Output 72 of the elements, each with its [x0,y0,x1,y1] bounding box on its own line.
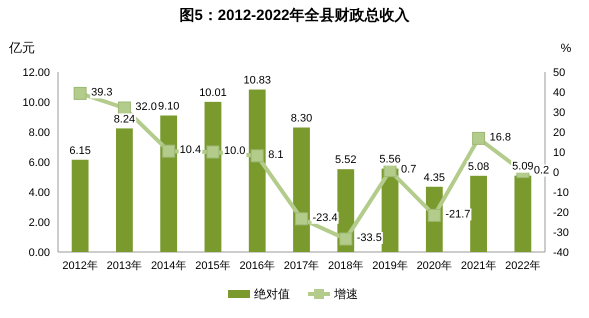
bar [293,128,310,252]
y2-axis-title: % [560,41,572,55]
bar [470,176,488,252]
y2-tick-label: 50 [553,67,566,79]
y-tick-label: 6.00 [28,157,50,169]
data-label: 8.30 [290,112,312,124]
point [472,132,486,145]
data-label: 5.08 [468,160,490,173]
bar [248,90,266,252]
point [250,149,264,162]
x-tick-label: 2016年 [239,260,275,272]
data-label: 5.56 [379,154,401,166]
y-tick-label: 8.00 [28,127,50,139]
x-tick-label: 2013年 [106,260,142,272]
x-tick-label: 2021年 [460,260,496,272]
y-tick-label: 2.00 [28,217,50,229]
x-tick-label: 2019年 [372,260,408,272]
legend-label: 绝对值 [254,287,290,301]
point [162,144,176,158]
y2-tick-label: -40 [553,247,569,259]
y-axis-title: 亿元 [8,40,35,55]
y-tick-label: 0.00 [28,247,50,259]
bar [160,116,178,252]
y2-tick-label: 10 [553,147,566,159]
data-label: 6.15 [69,144,91,157]
x-tick-label: 2017年 [284,260,320,272]
y-tick-label: 10.00 [22,97,50,109]
y2-tick-label: -10 [553,187,569,199]
y2-tick-label: -20 [553,207,569,219]
data-label: 5.52 [335,154,356,166]
point [118,102,131,114]
y-tick-label: 4.00 [28,187,50,199]
y-tick-label: 12.00 [22,67,50,79]
point [74,86,87,100]
x-tick-label: 2022年 [505,260,541,272]
data-label: 10.0 [224,145,246,157]
x-tick-label: 2014年 [150,260,186,272]
data-label: 32.0 [135,101,157,113]
data-label: 16.8 [490,131,512,144]
bar [514,176,532,252]
data-label: 4.35 [424,172,446,184]
y2-tick-label: 30 [553,107,566,119]
data-label: 39.3 [91,86,113,98]
legend-label: 增速 [333,287,358,301]
bar [72,160,89,252]
data-label: 0.2 [534,164,550,177]
data-label: 8.24 [114,113,136,126]
point [339,232,352,246]
point [206,146,220,158]
data-label: -23.4 [312,212,338,224]
data-label: 0.7 [401,164,416,176]
data-label: 9.10 [158,100,180,112]
point [428,208,441,222]
y2-tick-label: 40 [553,87,566,99]
bar [116,128,133,252]
x-tick-label: 2012年 [62,260,98,272]
data-label: 10.4 [180,144,202,156]
data-label: 10.83 [243,74,271,87]
data-label: 5.09 [512,160,534,173]
x-tick-label: 2020年 [416,260,452,272]
data-label: -33.5 [356,232,382,244]
data-label: 10.01 [199,86,227,99]
point [295,212,308,226]
y2-tick-label: 0 [553,167,560,179]
y2-tick-label: -30 [553,227,569,239]
x-tick-label: 2018年 [328,260,364,272]
data-label: 8.1 [268,148,284,161]
chart-title: 图5：2012-2022年全县财政总收入 [179,7,411,24]
bar [204,102,222,252]
y2-tick-label: 20 [553,127,566,139]
data-label: -21.7 [445,208,470,220]
x-tick-label: 2015年 [195,260,231,272]
